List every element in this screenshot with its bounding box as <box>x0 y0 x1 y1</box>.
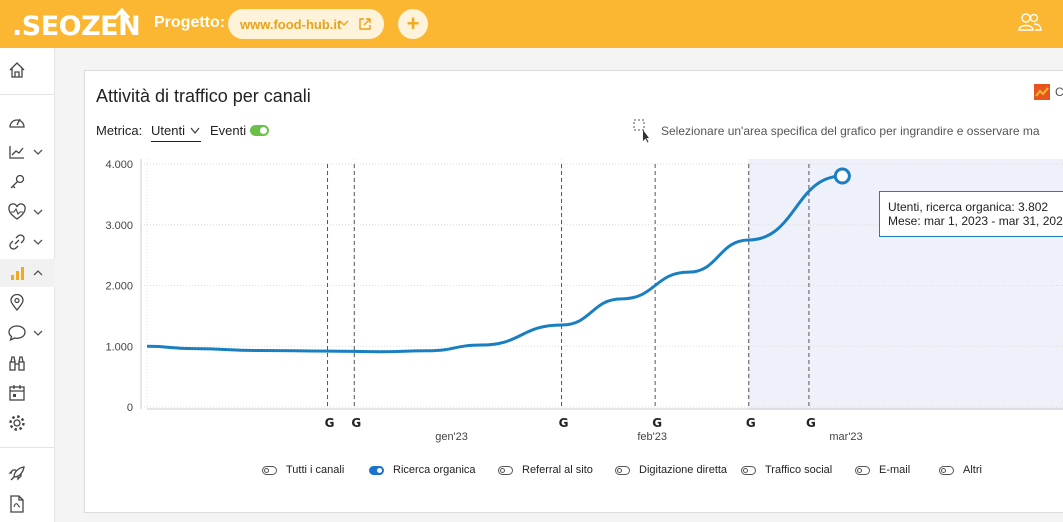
add-project-button[interactable]: + <box>398 9 428 39</box>
project-url: www.food-hub.it <box>240 17 342 32</box>
sidebar-item-home[interactable] <box>0 56 55 84</box>
legend-label: Altri <box>963 464 982 476</box>
y-tick-label: 1.000 <box>105 341 133 353</box>
sidebar <box>0 48 55 522</box>
home-icon <box>9 62 25 78</box>
y-tick-label: 3.000 <box>105 220 133 232</box>
logo-arrow-icon <box>113 7 131 35</box>
logo-text: .SEOZEN <box>12 11 141 42</box>
external-link-icon[interactable] <box>358 17 372 31</box>
event-marker-label: G <box>351 416 361 430</box>
legend-label: Tutti i canali <box>286 464 345 476</box>
binoculars-icon <box>9 356 25 371</box>
event-marker-label: G <box>652 416 662 430</box>
legend-toggle[interactable] <box>615 466 630 475</box>
rocket-icon <box>8 466 25 481</box>
trend-icon <box>9 146 24 159</box>
event-marker-label: G <box>746 416 756 430</box>
zoom-hint: Selezionare un'area specifica del grafic… <box>661 124 1040 138</box>
top-bar: .SEOZEN Progetto: www.food-hub.it + <box>0 0 1063 48</box>
area-select-icon <box>633 119 649 143</box>
sidebar-item-competitors[interactable] <box>0 349 55 377</box>
sidebar-item-launch[interactable] <box>0 460 55 488</box>
sidebar-item-dashboard[interactable] <box>0 108 55 136</box>
metric-select[interactable]: Utenti <box>151 121 201 142</box>
project-selector[interactable]: www.food-hub.it <box>228 9 384 39</box>
legend-label: Digitazione diretta <box>639 464 728 476</box>
sidebar-item-analytics[interactable] <box>0 259 55 287</box>
y-tick-label: 0 <box>127 402 133 414</box>
sidebar-item-health[interactable] <box>0 198 55 226</box>
event-marker-label: G <box>559 416 569 430</box>
x-tick-label: mar'23 <box>829 431 862 443</box>
legend-toggle[interactable] <box>741 466 756 475</box>
sidebar-item-ranking[interactable] <box>0 138 55 166</box>
x-tick-label: gen'23 <box>435 431 468 443</box>
events-toggle[interactable] <box>250 125 269 136</box>
card-title: Attività di traffico per canali <box>96 86 311 106</box>
y-tick-label: 2.000 <box>105 281 133 293</box>
legend-toggle[interactable] <box>855 466 870 475</box>
series-line <box>146 174 843 354</box>
metric-value: Utenti <box>151 123 185 138</box>
chevron-up-icon <box>33 270 43 276</box>
legend-label: Ricerca organica <box>393 464 476 476</box>
sidebar-item-social[interactable] <box>0 319 55 347</box>
chevron-down-icon <box>33 239 43 245</box>
link-icon <box>9 234 25 250</box>
gear-icon <box>9 415 25 431</box>
project-label: Progetto: <box>154 14 226 31</box>
sidebar-item-reports[interactable] <box>0 490 55 518</box>
heartbeat-icon <box>8 203 26 220</box>
legend-toggle[interactable] <box>262 466 277 475</box>
location-pin-icon <box>10 294 24 312</box>
legend-toggle[interactable] <box>939 466 954 475</box>
speech-bubble-icon <box>8 325 26 342</box>
metric-label: Metrica: <box>96 123 143 138</box>
legend-label: Traffico social <box>765 464 833 476</box>
sidebar-item-calendar[interactable] <box>0 379 55 407</box>
event-marker-label: G <box>325 416 335 430</box>
legend-toggle[interactable] <box>369 466 384 475</box>
legend-label: Referral al sito <box>522 464 593 476</box>
bar-chart-icon <box>11 267 24 280</box>
tooltip-line-1: Utenti, ricerca organica: 3.802 <box>888 200 1049 214</box>
calendar-icon <box>9 385 25 401</box>
sidebar-item-links[interactable] <box>0 228 55 256</box>
chevron-down-icon <box>33 330 43 336</box>
sidebar-item-keywords[interactable] <box>0 168 55 196</box>
chevron-down-icon <box>33 149 43 155</box>
legend-toggle[interactable] <box>498 466 513 475</box>
chevron-down-icon <box>339 20 349 26</box>
y-tick-label: 4.000 <box>105 159 133 171</box>
events-label: Eventi <box>210 123 247 138</box>
users-icon[interactable] <box>1018 12 1042 32</box>
gauge-icon <box>9 118 25 128</box>
chevron-down-icon <box>33 209 43 215</box>
traffic-card: Attività di traffico per canali C Metric… <box>84 70 1063 513</box>
key-icon <box>10 174 25 189</box>
tooltip-line-2: Mese: mar 1, 2023 - mar 31, 2023 <box>888 214 1063 228</box>
chart-export-icon[interactable] <box>1033 83 1051 101</box>
export-label[interactable]: C <box>1055 85 1063 99</box>
sidebar-item-settings[interactable] <box>0 409 55 437</box>
series-point <box>833 167 851 185</box>
chart-tooltip: Utenti, ricerca organica: 3.802 Mese: ma… <box>879 191 1063 237</box>
x-tick-label: feb'23 <box>637 431 667 443</box>
pdf-icon <box>10 495 24 513</box>
chevron-down-icon <box>190 127 200 135</box>
legend-label: E-mail <box>879 464 911 476</box>
plus-icon: + <box>406 11 420 36</box>
sidebar-item-local[interactable] <box>0 289 55 317</box>
event-marker-label: G <box>806 416 816 430</box>
